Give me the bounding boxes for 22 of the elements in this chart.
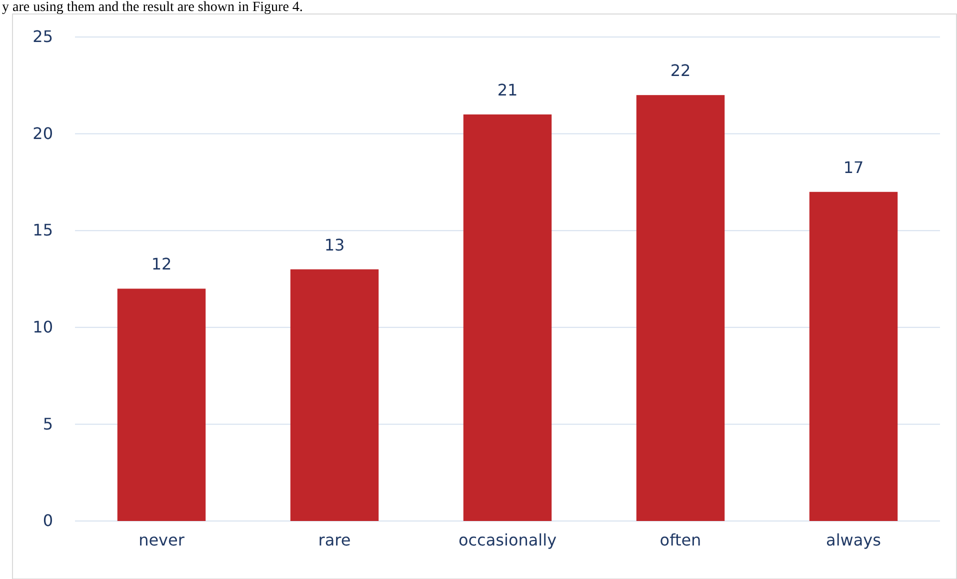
data-label: 17 bbox=[843, 158, 864, 177]
bar bbox=[117, 288, 206, 521]
y-tick-label: 5 bbox=[42, 414, 53, 434]
bar bbox=[809, 192, 898, 521]
data-label: 21 bbox=[497, 80, 518, 100]
y-tick-label: 15 bbox=[32, 220, 53, 240]
x-tick-label: never bbox=[138, 530, 185, 550]
y-tick-label: 25 bbox=[32, 27, 53, 46]
data-label: 12 bbox=[151, 254, 172, 274]
x-tick-label: always bbox=[826, 530, 881, 550]
y-tick-label: 20 bbox=[32, 124, 53, 143]
bar bbox=[463, 114, 552, 521]
y-tick-label: 0 bbox=[42, 511, 53, 530]
x-tick-label: rare bbox=[318, 530, 351, 550]
data-label: 22 bbox=[670, 61, 691, 80]
x-tick-label: occasionally bbox=[458, 530, 557, 550]
data-label: 13 bbox=[324, 235, 345, 254]
bar bbox=[636, 95, 725, 521]
bar bbox=[290, 269, 379, 521]
y-tick-label: 10 bbox=[32, 318, 53, 337]
x-tick-label: often bbox=[660, 530, 702, 550]
text: y are using them and the result are shown in Figure 4. bbox=[2, 0, 303, 15]
